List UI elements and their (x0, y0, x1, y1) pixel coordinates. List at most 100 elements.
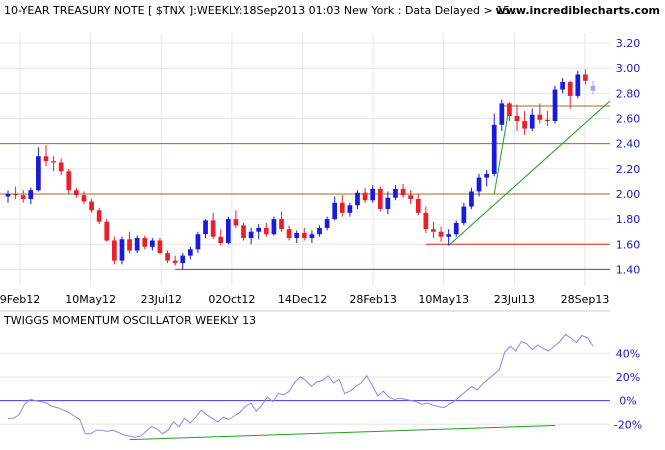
price-candle (370, 185, 376, 203)
price-x-tick-label: 28Feb13 (349, 293, 396, 306)
price-y-tick-label: 2.00 (616, 188, 641, 201)
price-candle (469, 187, 474, 210)
price-candle (317, 225, 322, 237)
price-y-tick-label: 2.80 (616, 87, 641, 100)
price-candle (545, 110, 550, 127)
oscillator-y-tick-label: 0% (619, 395, 636, 408)
oscillator-line (8, 333, 594, 438)
price-candle (180, 253, 186, 270)
price-y-tick-label: 2.20 (616, 163, 641, 176)
price-candle (195, 231, 201, 254)
price-candle (58, 158, 64, 176)
price-candle (66, 168, 72, 194)
price-candle (377, 186, 383, 212)
price-candle (74, 187, 79, 198)
price-candle (119, 236, 125, 265)
price-candle (537, 103, 543, 124)
oscillator-y-tick-label: 20% (616, 371, 640, 384)
price-candle (324, 216, 330, 231)
price-x-tick-label: 23Jul12 (141, 293, 182, 306)
price-candles (5, 69, 596, 270)
price-candle (514, 104, 520, 132)
price-candle (355, 190, 360, 210)
price-candle (294, 230, 300, 244)
site-url[interactable]: www.incrediblecharts.com (496, 4, 660, 17)
price-candle (507, 102, 512, 122)
price-candle (89, 199, 94, 213)
price-candle (590, 80, 596, 95)
price-x-tick-label: 10May13 (418, 293, 469, 306)
price-candle (339, 195, 345, 217)
oscillator-y-tick-label: 40% (616, 347, 640, 360)
price-candle (476, 173, 482, 197)
price-candle (218, 229, 224, 246)
oscillator-trendline (129, 424, 556, 441)
price-candle (567, 80, 573, 109)
price-candle (286, 225, 292, 241)
chart-title: 10-YEAR TREASURY NOTE [ $TNX ]:WEEKLY:18… (4, 4, 517, 17)
price-candle (279, 211, 284, 232)
price-candle (36, 147, 41, 192)
price-candle (347, 202, 353, 217)
price-x-tick-label: 10May12 (65, 293, 116, 306)
price-candle (575, 70, 581, 99)
price-candle (453, 220, 459, 237)
price-y-tick-label: 2.60 (616, 113, 641, 126)
price-candle (142, 235, 148, 250)
price-candle (415, 193, 421, 216)
price-y-axis: 1.40 1.60 1.80 2.00 2.20 2.40 2.60 2.80 3.00 3.20 (616, 37, 641, 276)
price-candle (309, 230, 315, 244)
price-candle (256, 224, 262, 240)
price-candle (423, 206, 429, 233)
price-y-tick-label: 3.00 (616, 62, 641, 75)
price-candle (203, 219, 208, 238)
price-candle (43, 144, 49, 167)
price-y-tick-label: 1.40 (616, 263, 641, 276)
price-candle (210, 212, 216, 240)
price-candle (112, 236, 117, 265)
price-candle (233, 210, 239, 228)
price-candle (13, 186, 18, 199)
price-y-tick-label: 2.40 (616, 138, 641, 151)
price-candle (461, 202, 467, 226)
price-x-axis: 9Feb12 10May12 23Jul12 02Oct12 14Dec12 28Feb1… (0, 293, 609, 306)
price-candle (484, 170, 489, 187)
price-y-tick-label: 1.60 (616, 238, 641, 251)
oscillator-y-axis: 40% 20% 0% -20% (614, 347, 642, 431)
trendline-primary-line (448, 100, 611, 246)
price-candle (529, 108, 535, 132)
price-candle (408, 190, 414, 205)
oscillator-y-tick-label: -20% (614, 418, 642, 431)
price-x-tick-label: 9Feb12 (0, 293, 40, 306)
price-candle (583, 69, 588, 85)
price-candle (96, 207, 102, 225)
price-candle (400, 183, 406, 198)
oscillator-grid (0, 352, 610, 425)
price-candle (127, 231, 132, 254)
price-x-tick-label: 14Dec12 (278, 293, 327, 306)
price-candle (187, 246, 193, 260)
price-candle (81, 191, 87, 205)
price-candle (104, 219, 110, 242)
price-x-tick-label: 23Jul13 (494, 293, 535, 306)
price-candle (522, 110, 527, 135)
oscillator-title: TWIGGS MOMENTUM OSCILLATOR WEEKLY 13 (3, 314, 256, 327)
price-candle (165, 250, 170, 264)
price-candle (446, 229, 452, 246)
price-candle (552, 85, 558, 124)
price-candle (51, 156, 56, 172)
price-y-tick-label: 3.20 (616, 37, 641, 50)
price-candle (172, 255, 178, 266)
price-annotation-lines (0, 100, 611, 270)
price-candle (248, 227, 254, 245)
price-candle (5, 190, 11, 203)
price-candle (301, 227, 307, 241)
price-candle (362, 187, 368, 203)
price-candle (28, 187, 34, 205)
trendline-short-line (493, 105, 510, 195)
price-candle (149, 237, 155, 251)
price-candle (438, 226, 444, 242)
price-x-tick-label: 28Sep13 (561, 293, 610, 306)
price-candle (271, 216, 277, 236)
